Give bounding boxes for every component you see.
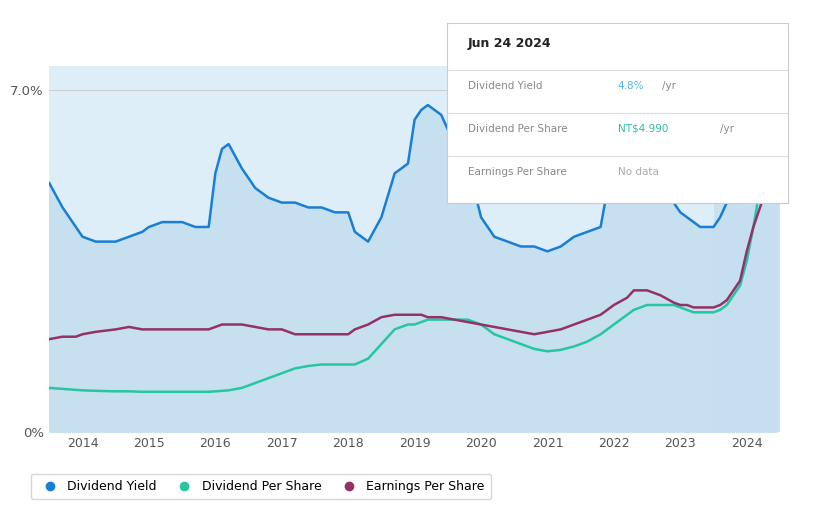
- Text: Dividend Yield: Dividend Yield: [468, 81, 543, 90]
- Text: No data: No data: [618, 167, 658, 177]
- Legend: Dividend Yield, Dividend Per Share, Earnings Per Share: Dividend Yield, Dividend Per Share, Earn…: [31, 473, 491, 499]
- Text: Jun 24 2024: Jun 24 2024: [468, 37, 552, 50]
- Text: /yr: /yr: [662, 81, 677, 90]
- Text: Past: Past: [717, 77, 740, 87]
- Text: 4.8%: 4.8%: [618, 81, 644, 90]
- Text: /yr: /yr: [720, 124, 734, 134]
- Text: NT$4.990: NT$4.990: [618, 124, 668, 134]
- Bar: [713, 66, 780, 432]
- Text: Earnings Per Share: Earnings Per Share: [468, 167, 566, 177]
- Text: Dividend Per Share: Dividend Per Share: [468, 124, 567, 134]
